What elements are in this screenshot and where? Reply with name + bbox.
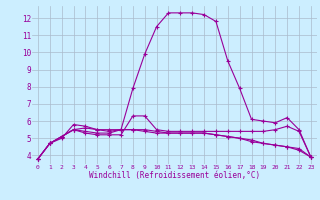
X-axis label: Windchill (Refroidissement éolien,°C): Windchill (Refroidissement éolien,°C)	[89, 171, 260, 180]
